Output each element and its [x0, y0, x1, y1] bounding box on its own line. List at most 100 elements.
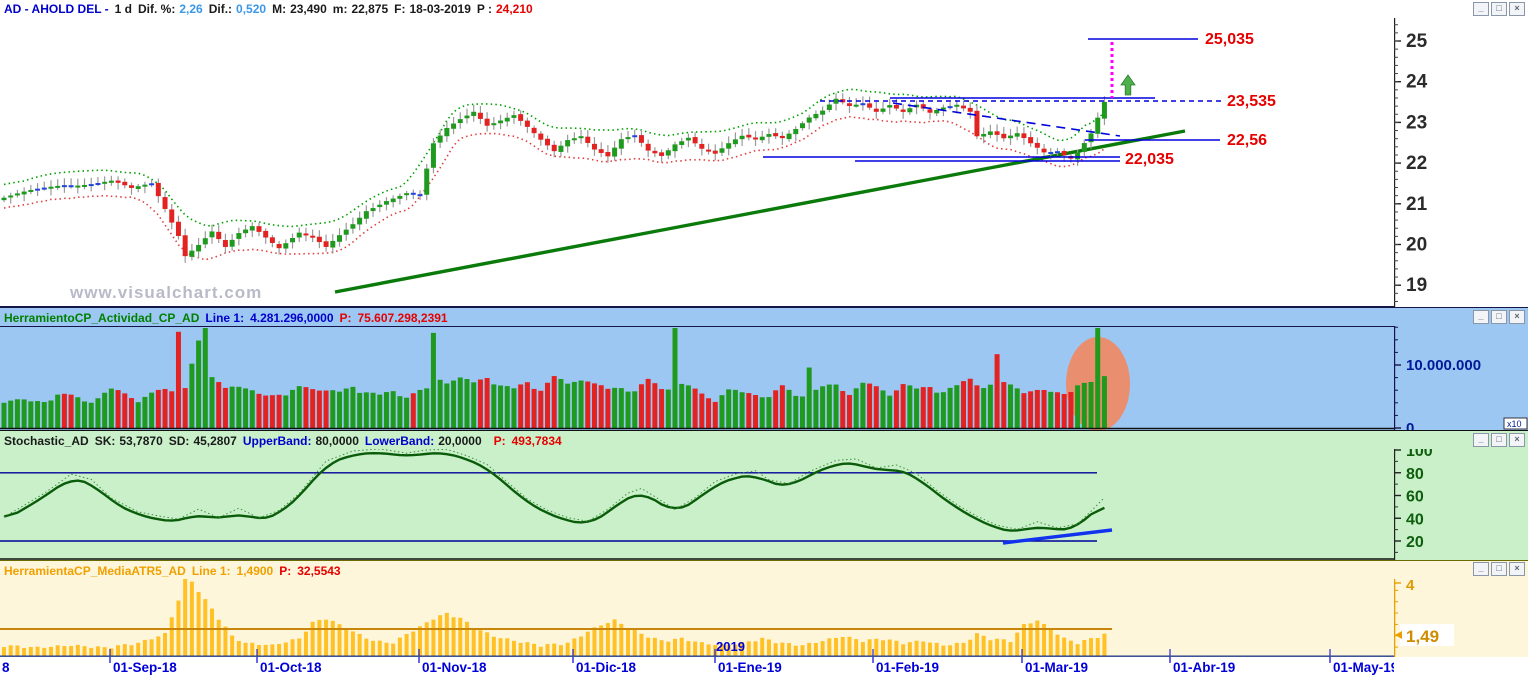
header-field-label: Dif.:: [208, 2, 233, 16]
header-field-label: F:: [394, 2, 406, 16]
header-field-value: 24,210: [496, 2, 533, 16]
price-axis-tick-label: 20: [1406, 235, 1427, 256]
volume-indicator-title: HerramientoCP_Actividad_CP_AD: [4, 310, 200, 325]
atr-panel-header: HerramientaCP_MediaATR5_AD Line 1: 1,490…: [0, 560, 1528, 580]
volume-p-value: 75.607.298,2391: [357, 310, 448, 325]
stochastic-axis[interactable]: 100 80 60 40 20: [1394, 449, 1528, 560]
rising-trendline: [334, 129, 1186, 294]
maximize-button[interactable]: □: [1491, 562, 1507, 576]
maximize-button[interactable]: □: [1491, 310, 1507, 324]
timeframe-label: 1 d: [114, 2, 133, 16]
date-axis-tick-label: 01-Nov-18: [422, 660, 487, 675]
close-button[interactable]: ×: [1509, 310, 1525, 324]
date-axis-tick-label: 01-Mar-19: [1025, 660, 1088, 675]
scale-note-box: [1503, 417, 1528, 430]
stochastic-chart[interactable]: [0, 449, 1394, 560]
price-level-label: 22,035: [1125, 151, 1174, 168]
stochastic-axis-tick-label: 60: [1406, 489, 1424, 506]
header-field-label: P :: [476, 2, 492, 16]
stochastic-field-value: 80,0000: [315, 433, 359, 448]
volume-axis-tick-label: 0: [1406, 420, 1414, 430]
atr-line1-label: Line 1:: [191, 563, 231, 578]
atr-axis-tick-label: 4: [1406, 579, 1415, 594]
atr-current-value-arrow-icon: [1395, 631, 1402, 639]
stochastic-field-label: SD:: [168, 433, 190, 448]
descending-dashed-trendline: [892, 102, 1121, 137]
header-field-label: Dif. %:: [138, 2, 176, 16]
date-axis[interactable]: 8 01-Sep-18 01-Oct-18 01-Nov-18 01-Dic-18 01-…: [0, 657, 1528, 676]
price-level-label: 22,56: [1227, 132, 1267, 149]
volume-axis-tick-label: 10.000.000: [1406, 357, 1481, 374]
candlestick-series: [1, 93, 1107, 263]
atr-bars: [2, 579, 1107, 656]
date-axis-tick-label: 01-May-19: [1333, 660, 1398, 675]
stochastic-axis-tick-label: 100: [1406, 449, 1433, 460]
stochastic-title: Stochastic_AD: [4, 433, 89, 448]
date-axis-tick-label: 01-Sep-18: [113, 660, 177, 675]
price-level-label: 23,535: [1227, 93, 1276, 110]
stochastic-field-value: 45,2807: [193, 433, 237, 448]
close-button[interactable]: ×: [1509, 433, 1525, 447]
minimize-button[interactable]: _: [1473, 433, 1489, 447]
header-field-value: 23,490: [290, 2, 327, 16]
price-chart[interactable]: 25,035 23,535 22,56 22,035: [0, 18, 1394, 307]
atr-window-buttons[interactable]: _ □ ×: [1473, 562, 1525, 576]
atr-p-value: 32,5543: [297, 563, 341, 578]
date-axis-tick-label: 01-Abr-19: [1173, 660, 1235, 675]
volume-chart[interactable]: [0, 326, 1394, 430]
stochastic-window-buttons[interactable]: _ □ ×: [1473, 433, 1525, 447]
volume-bars: [1, 328, 1107, 428]
price-window-buttons[interactable]: _ □ ×: [1473, 2, 1525, 16]
date-axis-tick-label: 01-Oct-18: [260, 660, 322, 675]
minimize-button[interactable]: _: [1473, 562, 1489, 576]
volume-line1-label: Line 1:: [205, 310, 245, 325]
stochastic-axis-tick-label: 20: [1406, 534, 1424, 551]
price-header-fields: Dif. %: 2,26 Dif.: 0,520 M: 23,490 m: 22,875 F: 1…: [138, 2, 539, 16]
atr-line1-value: 1,4900: [236, 563, 274, 578]
date-axis-tick-label: 01-Dic-18: [576, 660, 637, 675]
lower-envelope-line: [3, 115, 1105, 261]
maximize-button[interactable]: □: [1491, 2, 1507, 16]
stochastic-p-label: P:: [493, 433, 506, 448]
price-axis-tick-label: 21: [1406, 194, 1428, 215]
atr-indicator-title: HerramientaCP_MediaATR5_AD: [4, 563, 186, 578]
volume-panel-header: HerramientoCP_Actividad_CP_AD Line 1: 4.…: [0, 307, 1528, 327]
header-field-label: m:: [332, 2, 348, 16]
stochastic-p-value: 493,7834: [511, 433, 562, 448]
atr-current-value-box: [1400, 624, 1454, 646]
date-axis-tick-label: 01-Ene-19: [718, 660, 782, 675]
header-field-value: 2,26: [179, 2, 203, 16]
stochastic-field-label: LowerBand:: [364, 433, 435, 448]
volume-window-buttons[interactable]: _ □ ×: [1473, 310, 1525, 324]
scale-note-label: x10: [1507, 419, 1522, 429]
stochastic-sd-line: [3, 451, 1105, 532]
minimize-button[interactable]: _: [1473, 2, 1489, 16]
stochastic-axis-tick-label: 80: [1406, 466, 1424, 483]
price-axis-tick-label: 19: [1406, 275, 1427, 296]
symbol-title: AD - AHOLD DEL -: [4, 2, 109, 16]
minimize-button[interactable]: _: [1473, 310, 1489, 324]
price-axis-tick-label: 25: [1406, 31, 1428, 52]
header-field-value: 0,520: [236, 2, 267, 16]
stochastic-field-label: UpperBand:: [242, 433, 312, 448]
atr-p-label: P:: [279, 563, 292, 578]
atr-chart[interactable]: 2019: [0, 579, 1394, 657]
date-axis-tick-label: 01-Feb-19: [876, 660, 939, 675]
date-axis-left-label: 8: [2, 660, 10, 675]
stochastic-panel-header: Stochastic_AD SK: 53,7870 SD: 45,2807 UpperB…: [0, 430, 1528, 450]
year-label: 2019: [716, 639, 745, 654]
price-axis-tick-label: 23: [1406, 112, 1427, 133]
atr-current-value-label: 1,49: [1406, 627, 1439, 646]
volume-line1-value: 4.281.296,0000: [250, 310, 334, 325]
close-button[interactable]: ×: [1509, 562, 1525, 576]
atr-axis[interactable]: 41,49: [1394, 579, 1528, 657]
volume-axis[interactable]: 10.000.000 0 x10: [1394, 326, 1528, 430]
price-axis[interactable]: 25 24 23 22 21 20 19: [1394, 18, 1528, 307]
maximize-button[interactable]: □: [1491, 433, 1507, 447]
stochastic-field-value: 53,7870: [119, 433, 163, 448]
price-axis-tick-label: 24: [1406, 72, 1428, 93]
price-level-label: 25,035: [1205, 31, 1254, 48]
header-field-value: 22,875: [351, 2, 389, 16]
close-button[interactable]: ×: [1509, 2, 1525, 16]
price-axis-tick-label: 22: [1406, 153, 1427, 174]
